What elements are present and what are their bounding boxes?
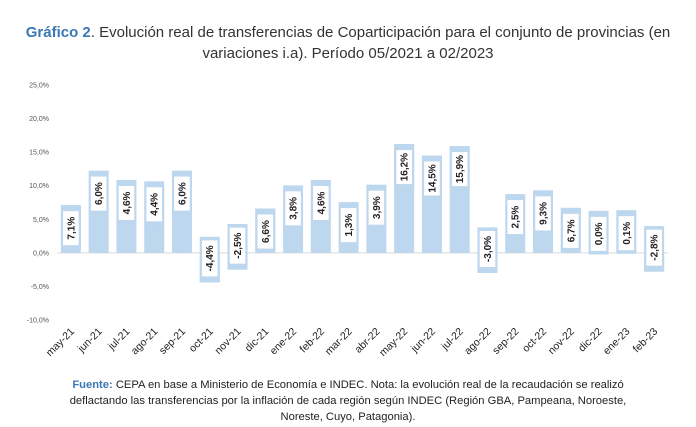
- data-label: 4,6%: [316, 191, 327, 214]
- data-label-box: [340, 208, 357, 243]
- data-label-box: [424, 161, 440, 196]
- y-tick-label: 25,0%: [29, 83, 49, 90]
- bar: [338, 244, 359, 253]
- data-label: -2,5%: [233, 232, 244, 258]
- data-label: 3,8%: [289, 197, 300, 220]
- data-label: 4,4%: [150, 193, 161, 216]
- category-label: jun-21: [75, 326, 105, 356]
- data-label: 16,2%: [400, 153, 411, 181]
- chart-title-lead: Gráfico 2: [25, 24, 91, 41]
- data-label: 6,7%: [566, 219, 577, 242]
- data-label: -2,8%: [650, 234, 661, 260]
- category-label: oct-21: [187, 326, 216, 355]
- bar: [88, 212, 109, 253]
- data-label: 6,6%: [261, 220, 272, 243]
- y-tick-label: -10,0%: [27, 318, 49, 325]
- data-label-box: [646, 229, 662, 266]
- data-label-box: [285, 191, 301, 226]
- data-label-box: [257, 214, 274, 249]
- data-label: 3,9%: [372, 196, 383, 219]
- category-label: ago-21: [129, 326, 161, 358]
- data-label: 6,0%: [177, 182, 188, 205]
- y-tick-label: 20,0%: [29, 116, 49, 123]
- data-label-box: [90, 176, 107, 211]
- data-label: -3,0%: [483, 236, 494, 262]
- data-label: 14,5%: [427, 164, 438, 192]
- bar-chart: 25,0% 20,0% 15,0% 10,0% 5,0% 0,0% -5,0% -10,0% 7…: [27, 83, 668, 359]
- category-label: nov-22: [546, 326, 577, 357]
- bar: [505, 236, 526, 253]
- data-label-box: [590, 216, 607, 251]
- category-label: may-21: [44, 326, 77, 359]
- source-note: Fuente: CEPA en base a Ministerio de Eco…: [0, 377, 696, 425]
- data-label: 0,0%: [594, 222, 605, 245]
- y-tick-label: 0,0%: [33, 250, 49, 257]
- data-label: 2,5%: [511, 206, 522, 229]
- data-label: 15,9%: [455, 155, 466, 183]
- data-label-box: [201, 240, 218, 277]
- data-label-box: [396, 150, 412, 185]
- source-note-line3: Noreste, Cuyo, Patagonia).: [280, 411, 416, 423]
- bar: [283, 227, 304, 253]
- data-label: 7,1%: [66, 217, 77, 240]
- data-label: 9,3%: [539, 202, 550, 225]
- category-label: feb-23: [631, 326, 661, 356]
- data-label-box: [118, 185, 135, 220]
- data-label-box: [618, 216, 635, 251]
- bar: [310, 221, 331, 253]
- data-label: 6,0%: [94, 182, 105, 205]
- source-note-line1: CEPA en base a Ministerio de Economía e …: [112, 379, 624, 391]
- data-label: 1,3%: [344, 214, 355, 237]
- data-label-box: [368, 190, 385, 225]
- data-label-box: [507, 200, 524, 235]
- category-label: ene-23: [601, 326, 633, 358]
- category-label: ene-22: [268, 326, 300, 358]
- bar: [171, 212, 192, 253]
- bar: [366, 226, 387, 253]
- category-label: dic-21: [243, 326, 272, 355]
- data-label-box: [451, 152, 468, 187]
- data-label-box: [146, 187, 163, 222]
- data-label: -4,4%: [205, 245, 216, 271]
- category-label: ago-22: [462, 326, 494, 358]
- source-note-lead: Fuente:: [72, 379, 113, 391]
- category-label: sep-21: [157, 326, 188, 357]
- category-label: sep-22: [490, 326, 521, 357]
- y-tick-label: 5,0%: [33, 217, 49, 224]
- category-label: jun-22: [408, 326, 438, 356]
- category-label: dic-22: [576, 326, 605, 355]
- chart-title-line2: variaciones i.a). Período 05/2021 a 02/2…: [202, 45, 494, 62]
- category-label: nov-21: [212, 326, 243, 357]
- source-note-line2: deflactando las transferencias por la in…: [69, 395, 627, 407]
- data-label-box: [313, 185, 329, 220]
- bar: [144, 223, 165, 253]
- category-label: feb-22: [297, 326, 327, 356]
- data-label: 4,6%: [122, 191, 133, 214]
- data-label: 0,1%: [622, 222, 633, 245]
- chart-title: Gráfico 2. Evolución real de transferenc…: [0, 22, 696, 64]
- category-label: mar-22: [323, 326, 355, 358]
- category-label: oct-22: [520, 326, 549, 355]
- data-label-box: [479, 231, 496, 267]
- y-tick-label: 15,0%: [29, 150, 49, 157]
- data-label-box: [63, 211, 79, 246]
- y-tick-label: 10,0%: [29, 183, 49, 190]
- chart-title-line1: . Evolución real de transferencias de Co…: [90, 24, 671, 41]
- data-label-box: [535, 196, 551, 231]
- category-label: may-22: [377, 326, 410, 359]
- data-label-box: [229, 227, 246, 264]
- y-tick-label: -5,0%: [31, 284, 49, 291]
- data-label-box: [562, 213, 579, 248]
- data-label-box: [174, 176, 190, 211]
- bar: [116, 221, 137, 253]
